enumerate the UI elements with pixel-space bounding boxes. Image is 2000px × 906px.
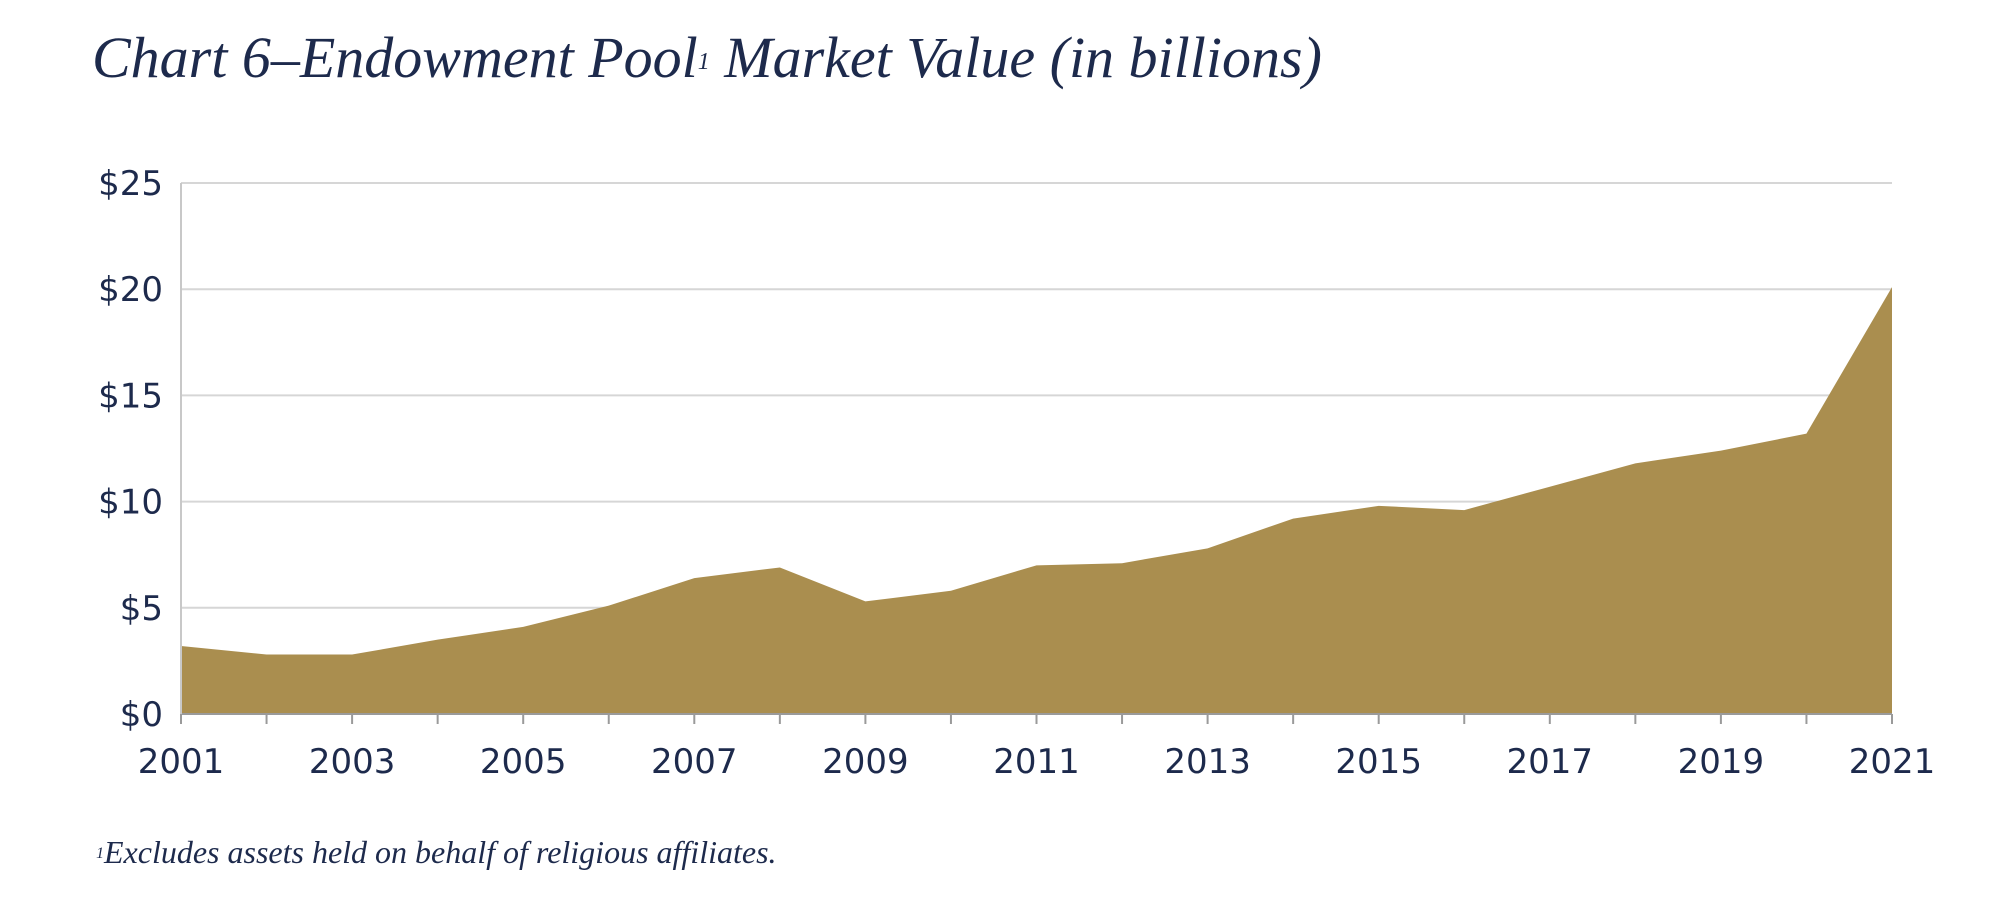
x-tick-label-2021: 2021 [1849, 742, 1936, 782]
x-tick-label-2019: 2019 [1678, 742, 1765, 782]
y-tick-label-3: $15 [98, 376, 163, 416]
chart-title-rest: Market Value (in billions) [709, 25, 1322, 90]
area-series [181, 284, 1895, 714]
data-point-2012 [1119, 560, 1125, 566]
data-point-2020 [1803, 431, 1809, 437]
x-axis [180, 183, 1893, 724]
y-tick-label-2: $10 [98, 483, 163, 523]
y-tick-label-1: $5 [120, 589, 163, 629]
y-tick-label-0: $0 [120, 695, 163, 735]
x-tick-label-2007: 2007 [651, 742, 738, 782]
y-tick-label-4: $20 [98, 270, 163, 310]
data-point-2007 [691, 575, 697, 581]
data-point-2008 [777, 564, 783, 570]
data-point-2006 [606, 603, 612, 609]
x-tick-label-2013: 2013 [1164, 742, 1251, 782]
x-tick-label-2011: 2011 [993, 742, 1080, 782]
x-tick-label-2003: 2003 [309, 742, 396, 782]
data-point-2002 [264, 652, 270, 658]
chart-title: Chart 6–Endowment Pool1 Market Value (in… [92, 22, 1322, 94]
footnote-text: Excludes assets held on behalf of religi… [104, 834, 777, 870]
area-fill-series-0 [181, 287, 1892, 714]
data-point-2011 [1034, 562, 1040, 568]
x-tick-label-2001: 2001 [138, 742, 225, 782]
data-point-2017 [1547, 484, 1553, 490]
data-point-2016 [1461, 507, 1467, 513]
data-point-2005 [520, 624, 526, 630]
data-point-2015 [1376, 503, 1382, 509]
chart-title-footnote-marker: 1 [697, 49, 710, 75]
data-point-2013 [1205, 545, 1211, 551]
data-point-2004 [435, 637, 441, 643]
x-tick-label-2015: 2015 [1335, 742, 1422, 782]
data-point-2010 [948, 588, 954, 594]
data-point-2018 [1632, 460, 1638, 466]
x-tick-label-2017: 2017 [1507, 742, 1594, 782]
footnote: 1Excludes assets held on behalf of relig… [96, 832, 777, 872]
data-point-2019 [1718, 448, 1724, 454]
data-point-2021 [1889, 284, 1895, 290]
y-tick-label-5: $25 [98, 164, 163, 204]
data-point-2014 [1290, 516, 1296, 522]
x-tick-label-2009: 2009 [822, 742, 909, 782]
x-axis-tick-labels: 2001 2003 2005 2007 2009 2011 2013 2015 2017 2019… [138, 742, 1936, 782]
chart-title-main: Chart 6–Endowment Pool [92, 25, 698, 90]
data-point-2003 [349, 652, 355, 658]
y-axis-tick-labels: $0 $5 $10 $15 $20 $25 [98, 164, 163, 735]
footnote-marker: 1 [96, 845, 104, 862]
x-tick-label-2005: 2005 [480, 742, 567, 782]
data-point-2009 [862, 598, 868, 604]
